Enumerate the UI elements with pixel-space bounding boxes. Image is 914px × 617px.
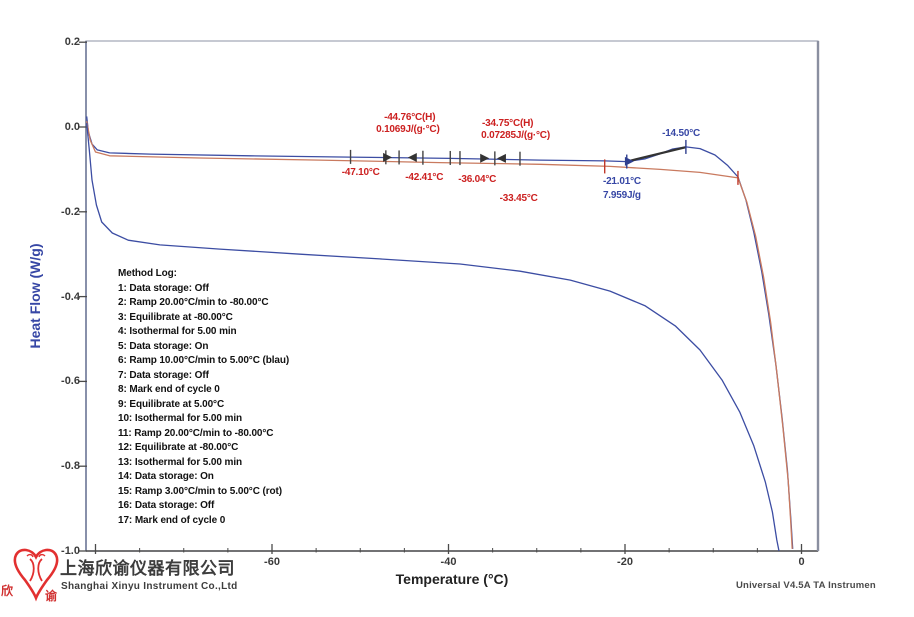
method-log-line: 16: Data storage: Off [118,500,215,511]
method-log-line: 17: Mark end of cycle 0 [118,514,226,526]
annotation-label: 0.07285J/(g·°C) [481,130,550,141]
method-log-line: 13: Isothermal for 5.00 min [118,456,243,468]
y-tick-label: -0.4 [61,290,80,303]
y-tick-label: -1.0 [61,545,80,557]
method-log-line: 9: Equilibrate at 5.00°C [118,398,225,410]
annotation-label: 7.959J/g [602,190,641,201]
x-tick-label: -20 [617,556,633,568]
x-axis-title: Temperature (°C) [395,571,509,587]
analysis-triangle [407,153,417,163]
company-name-chinese: 上海欣谕仪器有限公司 [60,559,235,578]
method-log-line: 3: Equilibrate at -80.00°C [118,311,233,323]
analysis-triangle [480,153,490,163]
method-log-line: 8: Mark end of cycle 0 [118,384,220,395]
analysis-triangle [496,153,506,163]
integration-baseline [628,146,687,163]
y-tick-label: -0.2 [61,205,80,218]
analysis-triangle [383,152,393,162]
method-log-line: 6: Ramp 10.00°C/min to 5.00°C (blau) [118,355,290,366]
x-tick-label: -60 [264,556,280,568]
logo-char-left: 欣 [1,584,14,598]
annotation-label: -47.10°C [341,166,380,178]
method-log-line: 10: Isothermal for 5.00 min [118,413,243,424]
analysis-triangle [624,156,634,166]
method-log-title: Method Log: [118,268,177,279]
method-log-line: 1: Data storage: Off [118,282,209,294]
software-version-text: Universal V4.5A TA Instrumen [736,580,876,591]
company-name-english: Shanghai Xinyu Instrument Co.,Ltd [61,581,238,592]
annotation-label: -42.41°C [405,172,444,184]
heart-swan-logo-icon [13,548,59,602]
annotation-label: -44.76°C(H) [384,111,436,123]
annotation-label: -36.04°C [458,173,497,185]
method-log-line: 5: Data storage: On [118,340,209,352]
y-tick-label: -0.8 [61,460,80,473]
method-log: Method Log: 1: Data storage: Off 2: Ramp … [118,267,289,528]
y-tick-label: 0.0 [64,121,80,133]
curve-heating-3C-rot [86,120,793,549]
method-log-line: 15: Ramp 3.00°C/min to 5.00°C (rot) [118,485,282,497]
method-log-line: 2: Ramp 20.00°C/min to -80.00°C [118,297,269,308]
annotation-label: -33.45°C [499,192,538,204]
y-tick-label: 0.2 [64,36,80,49]
annotation-label: -21.01°C [602,176,641,187]
method-log-line: 7: Data storage: Off [118,369,209,381]
annotation-label: -14.50°C [662,128,701,140]
logo-char-right: 谕 [45,589,58,603]
y-tick-label: -0.6 [61,375,80,388]
method-log-line: 14: Data storage: On [118,471,214,482]
x-tick-label: -40 [440,556,457,568]
method-log-line: 11: Ramp 20.00°C/min to -80.00°C [118,427,274,439]
method-log-line: 4: Isothermal for 5.00 min [118,326,237,337]
x-tick-label: 0 [798,556,805,568]
annotation-label: -34.75°C(H) [482,118,534,129]
company-logo: 欣 谕 上海欣谕仪器有限公司 Shanghai Xinyu Instrument… [0,540,260,610]
annotation-label: 0.1069J/(g·°C) [376,124,440,136]
method-log-line: 12: Equilibrate at -80.00°C [118,442,239,453]
curve-cooling-20C [86,123,780,552]
